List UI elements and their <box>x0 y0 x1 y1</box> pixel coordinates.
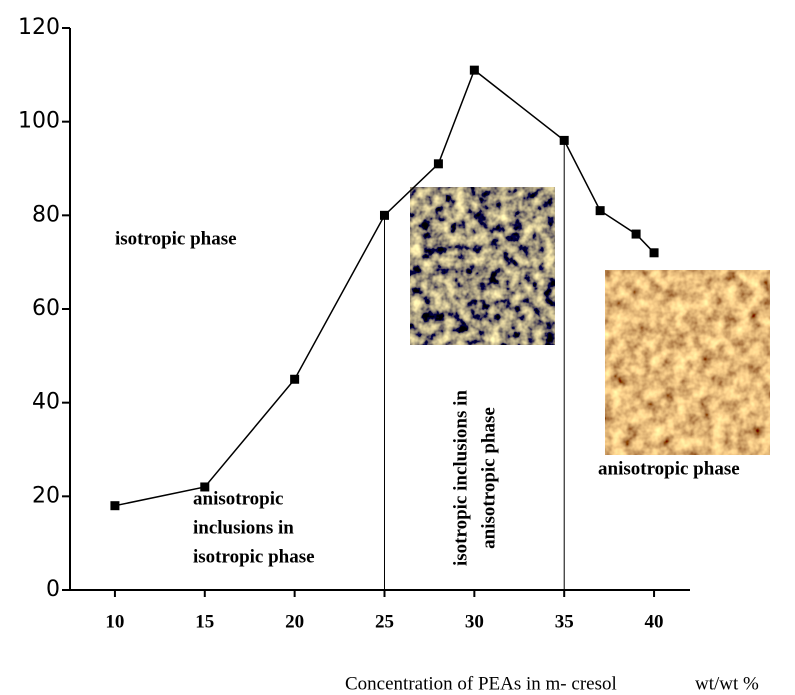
data-point <box>434 159 443 168</box>
y-tick-label: 40 <box>32 390 60 415</box>
annotation: inclusions in <box>193 517 294 538</box>
chart: Concentration of PEAs in m- cresol wt/wt… <box>0 0 795 695</box>
y-tick-label: 20 <box>32 483 60 508</box>
y-tick-label: 0 <box>46 577 60 602</box>
x-tick-label: 25 <box>375 611 394 632</box>
x-tick-label: 10 <box>105 611 124 632</box>
data-point <box>596 206 605 215</box>
annotation: isotropic phase <box>193 546 315 567</box>
annotation: anisotropic phase <box>598 458 740 479</box>
micrograph <box>605 270 770 455</box>
data-point <box>110 501 119 510</box>
data-point <box>650 248 659 257</box>
x-axis-label: Concentration of PEAs in m- cresol <box>345 673 617 694</box>
annotation: anisotropic <box>193 488 283 509</box>
x-tick-label: 30 <box>465 611 484 632</box>
data-point <box>632 230 641 239</box>
y-tick-label: 120 <box>18 15 60 40</box>
x-tick-label: 15 <box>195 611 214 632</box>
annotation: isotropic phase <box>115 228 237 249</box>
annotation: anisotropic phase <box>478 407 499 549</box>
x-tick-label: 35 <box>555 611 574 632</box>
annotation: isotropic inclusions in <box>450 390 471 566</box>
x-tick-label: 20 <box>285 611 304 632</box>
y-tick-label: 80 <box>32 202 60 227</box>
micrograph <box>410 187 555 345</box>
y-tick-label: 100 <box>18 109 60 134</box>
x-tick-label: 40 <box>645 611 664 632</box>
data-point <box>290 375 299 384</box>
y-tick-label: 60 <box>32 296 60 321</box>
data-point <box>470 66 479 75</box>
x-axis-unit: wt/wt % <box>695 673 759 694</box>
